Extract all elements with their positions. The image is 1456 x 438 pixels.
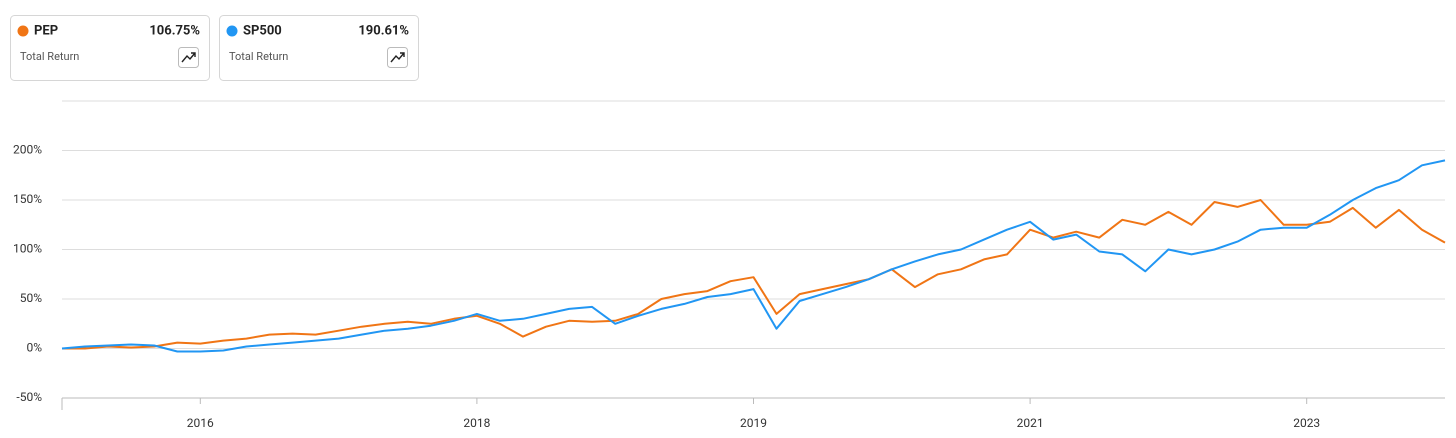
y-tick-label: 200% xyxy=(13,143,42,157)
x-tick-label: 2023 xyxy=(1293,416,1320,430)
series-line xyxy=(62,199,1446,350)
card-frame xyxy=(10,15,210,81)
legend-value: 190.61% xyxy=(358,23,409,38)
legend: PEP 106.75% Total Return SP500 190.61% Total … xyxy=(10,15,419,81)
x-tick-label: 2021 xyxy=(1017,416,1044,430)
y-tick-label: 50% xyxy=(20,291,42,305)
legend-caption: Total Return xyxy=(20,50,79,63)
x-tick-label: 2016 xyxy=(187,416,214,430)
legend-dot xyxy=(226,25,238,37)
legend-card: SP500 190.61% Total Return xyxy=(219,15,419,81)
legend-caption: Total Return xyxy=(229,50,288,63)
x-tick-label: 2019 xyxy=(740,416,767,430)
y-tick-label: -50% xyxy=(16,390,42,404)
legend-name: PEP xyxy=(34,23,58,38)
chart-icon xyxy=(390,52,405,63)
x-tick-label: 2018 xyxy=(463,416,490,430)
y-tick-label: 0% xyxy=(26,341,42,355)
legend-name: SP500 xyxy=(243,23,282,38)
legend-card: PEP 106.75% Total Return xyxy=(10,15,210,81)
y-tick-label: 150% xyxy=(13,192,42,206)
y-tick-label: 100% xyxy=(13,242,42,256)
series-line xyxy=(61,159,1446,353)
legend-dot xyxy=(17,25,29,37)
chart-icon xyxy=(181,52,196,63)
card-frame xyxy=(219,15,419,81)
legend-value: 106.75% xyxy=(149,23,200,38)
